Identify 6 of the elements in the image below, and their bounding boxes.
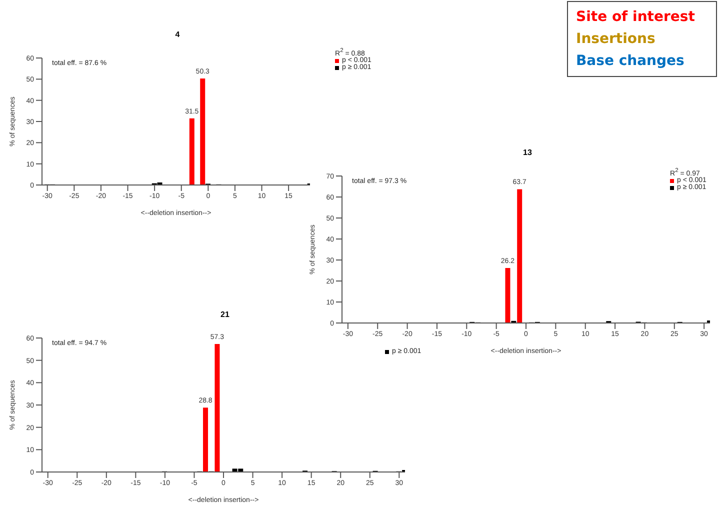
chart-title: 13 [522,148,533,157]
chart-title: 4 [174,30,181,39]
text: Base changes [576,52,686,71]
text: Site of interest [576,8,696,27]
text: Insertions [576,30,656,49]
chart-title: 21 [220,310,230,319]
